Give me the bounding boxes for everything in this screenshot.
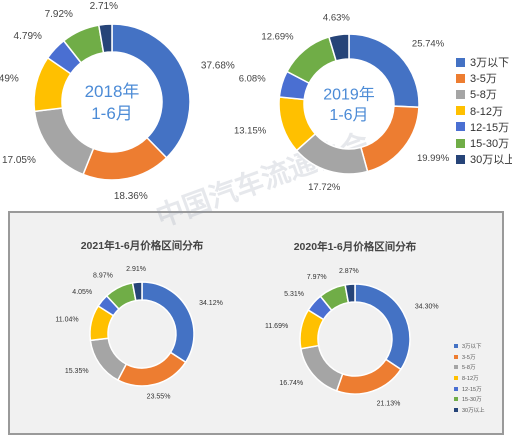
slice-data-label: 12.69% bbox=[261, 31, 294, 42]
donut-slice bbox=[131, 281, 143, 302]
donut-center-label: 1-6月 bbox=[91, 104, 133, 123]
slice-data-label: 37.68% bbox=[201, 60, 235, 71]
legend-label: 5-8万 bbox=[470, 89, 497, 102]
legend-swatch bbox=[456, 138, 465, 148]
donut-slice bbox=[82, 136, 168, 181]
legend-label: 15-30万 bbox=[462, 397, 482, 404]
legend-label: 8-12万 bbox=[470, 105, 504, 118]
legend-item: 8-12万 bbox=[456, 103, 512, 119]
donut-slice bbox=[89, 337, 128, 382]
legend-item: 5-8万 bbox=[454, 362, 485, 373]
legend-swatch bbox=[456, 106, 465, 116]
donut-chart-2: 25.74% 19.99% 17.72% 13.15% 6.08% 12.69% 4.63%… bbox=[234, 12, 450, 192]
legend-item: 3万以下 bbox=[454, 341, 485, 352]
donut-slice bbox=[33, 107, 95, 176]
legend-swatch bbox=[456, 73, 465, 83]
legend-swatch bbox=[456, 89, 465, 99]
donut-center-label: 2018年 bbox=[85, 82, 140, 101]
slice-data-label: 5.31% bbox=[284, 291, 304, 298]
legend-swatch bbox=[456, 57, 465, 67]
donut-slice bbox=[141, 281, 195, 364]
legend-label: 3万以下 bbox=[470, 57, 510, 70]
slice-data-label: 2.87% bbox=[339, 268, 359, 275]
slice-data-label: 17.72% bbox=[308, 182, 341, 193]
donut-chart-4: 34.30% 21.13% 16.74% 11.69% 5.31% 7.97% 2.87% 2… bbox=[265, 240, 439, 408]
chart-title: 2021年1-6月价格区间分布 bbox=[81, 239, 204, 252]
legend-swatch bbox=[454, 386, 458, 391]
legend-label: 8-12万 bbox=[462, 376, 479, 383]
donut-center-label: 2019年 bbox=[323, 85, 375, 103]
legend-label: 3万以下 bbox=[462, 344, 482, 351]
legend-item: 15-30万 bbox=[454, 394, 485, 405]
donut-chart-1: 37.68% 18.36% 17.05% 11.49% 4.79%7.92% 2.71% 2… bbox=[0, 1, 235, 202]
donut-slice bbox=[300, 344, 344, 392]
slice-data-label: 11.04% bbox=[55, 316, 78, 323]
legend-swatch bbox=[454, 376, 458, 381]
legend-item: 30万以上 bbox=[454, 405, 485, 416]
legend-swatch bbox=[454, 365, 458, 370]
donut-slice bbox=[354, 283, 411, 371]
donut-slice bbox=[335, 358, 402, 395]
slice-data-label: 2.91% bbox=[126, 266, 146, 273]
legend-label: 3-5万 bbox=[470, 73, 497, 86]
legend-item: 12-15万 bbox=[454, 383, 485, 394]
legend-swatch bbox=[456, 154, 465, 164]
slice-data-label: 34.30% bbox=[415, 304, 439, 311]
slice-data-label: 23.55% bbox=[147, 394, 171, 401]
legend-top: 3万以下 3-5万 5-8万 8-12万 12-15万 15-30万 30万以上 bbox=[456, 54, 512, 167]
donut-slice bbox=[111, 23, 191, 159]
legend-label: 15-30万 bbox=[470, 138, 510, 151]
slice-data-label: 18.36% bbox=[114, 191, 148, 202]
legend-item: 3万以下 bbox=[456, 54, 512, 70]
legend-label: 12-15万 bbox=[462, 386, 482, 393]
slice-data-label: 6.08% bbox=[239, 74, 266, 85]
legend-swatch bbox=[456, 122, 465, 132]
slice-data-label: 19.99% bbox=[417, 153, 450, 164]
slice-data-label: 7.97% bbox=[307, 274, 327, 281]
donut-slice bbox=[344, 283, 356, 304]
legend-swatch bbox=[454, 397, 458, 402]
donut-center-label: 1-6月 bbox=[329, 107, 368, 124]
legend-label: 3-5万 bbox=[462, 354, 476, 361]
slice-data-label: 8.97% bbox=[93, 273, 113, 280]
legend-label: 5-8万 bbox=[462, 365, 476, 372]
donut-slice bbox=[327, 33, 350, 62]
slice-data-label: 17.05% bbox=[2, 155, 36, 166]
slice-data-label: 7.92% bbox=[45, 9, 73, 20]
slice-data-label: 25.74% bbox=[412, 38, 445, 49]
legend-label: 30万以上 bbox=[470, 154, 512, 167]
slice-data-label: 2.71% bbox=[90, 1, 118, 12]
legend-item: 3-5万 bbox=[454, 352, 485, 363]
legend-bottom: 3万以下 3-5万 5-8万 8-12万 12-15万 15-30万 30万以上 bbox=[454, 341, 485, 415]
legend-item: 15-30万 bbox=[456, 135, 512, 151]
donut-slice bbox=[116, 351, 187, 387]
legend-label: 12-15万 bbox=[470, 121, 510, 134]
legend-swatch bbox=[454, 344, 458, 349]
legend-item: 12-15万 bbox=[456, 119, 512, 135]
slice-data-label: 13.15% bbox=[234, 125, 267, 136]
slice-data-label: 16.74% bbox=[279, 380, 303, 387]
slice-data-label: 11.69% bbox=[265, 323, 288, 330]
legend-item: 30万以上 bbox=[456, 151, 512, 167]
slice-data-label: 4.79% bbox=[14, 31, 42, 42]
chart-title: 2020年1-6月价格区间分布 bbox=[294, 240, 417, 253]
legend-item: 3-5万 bbox=[456, 70, 512, 86]
legend-item: 8-12万 bbox=[454, 373, 485, 384]
donut-chart-3: 34.12% 23.55% 15.35% 11.04% 4.05% 8.97% 2.91% 2… bbox=[55, 239, 222, 401]
legend-item: 5-8万 bbox=[456, 86, 512, 102]
legend-swatch bbox=[454, 407, 458, 412]
slice-data-label: 4.05% bbox=[72, 289, 92, 296]
slice-data-label: 21.13% bbox=[377, 400, 401, 407]
slice-data-label: 15.35% bbox=[65, 368, 89, 375]
legend-label: 30万以上 bbox=[462, 407, 485, 414]
donut-slice bbox=[97, 23, 113, 54]
legend-swatch bbox=[454, 354, 458, 359]
slice-data-label: 11.49% bbox=[0, 74, 19, 85]
slice-data-label: 4.63% bbox=[323, 12, 350, 23]
donut-slice bbox=[360, 105, 420, 173]
slice-data-label: 34.12% bbox=[199, 300, 223, 307]
donut-slice bbox=[285, 36, 338, 85]
